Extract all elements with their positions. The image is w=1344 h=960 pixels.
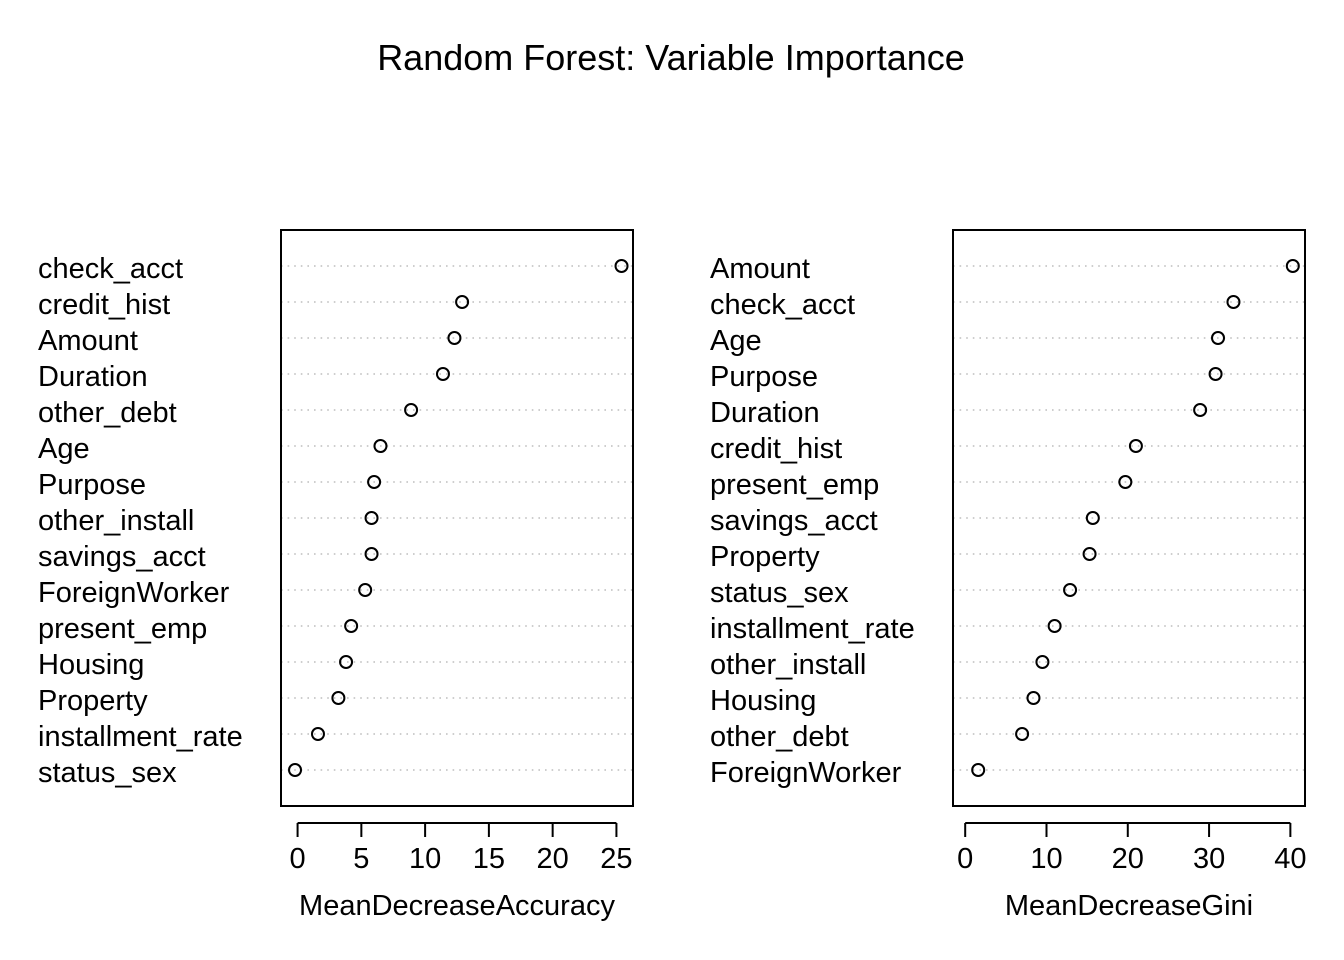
data-point [1208, 367, 1223, 381]
data-point [310, 727, 325, 741]
category-label: check_acct [710, 289, 855, 321]
panel-2: Amount check_acct Age Purpose Duration credit… [710, 229, 1307, 922]
data-point [1082, 547, 1097, 561]
category-label: installment_rate [38, 721, 243, 753]
data-point [455, 295, 470, 309]
x-tick-label: 10 [1030, 843, 1062, 875]
data-point [1118, 475, 1133, 489]
data-point [1211, 331, 1226, 345]
category-label: Amount [38, 325, 138, 357]
x-axis-title: MeanDecreaseGini [1005, 890, 1253, 922]
x-tick-label: 25 [600, 843, 632, 875]
category-label: savings_acct [38, 541, 206, 573]
data-point [1226, 295, 1241, 309]
figure-title: Random Forest: Variable Importance [377, 37, 965, 78]
category-label: present_emp [38, 613, 207, 645]
data-point [344, 619, 359, 633]
data-point [1193, 403, 1208, 417]
x-tick-label: 10 [409, 843, 441, 875]
category-label: Amount [710, 253, 810, 285]
category-label: savings_acct [710, 505, 878, 537]
category-label: Duration [710, 397, 820, 429]
data-point [404, 403, 419, 417]
x-tick-label: 0 [957, 843, 973, 875]
x-axis-title: MeanDecreaseAccuracy [299, 890, 615, 922]
category-label: Purpose [38, 469, 146, 501]
data-point [1085, 511, 1100, 525]
x-tick-label: 15 [473, 843, 505, 875]
category-label: Housing [710, 685, 816, 717]
data-point [364, 511, 379, 525]
category-label: check_acct [38, 253, 183, 285]
data-point [1047, 619, 1062, 633]
category-label: other_debt [710, 721, 849, 753]
category-label: ForeignWorker [38, 577, 230, 609]
data-point [364, 547, 379, 561]
category-label: other_install [38, 505, 194, 537]
data-point [367, 475, 382, 489]
x-tick-label: 5 [353, 843, 369, 875]
dotchart-panels: check_acct credit_hist Amount Duration other… [38, 229, 1307, 922]
plot-frame [280, 229, 634, 807]
category-label: Age [38, 433, 90, 465]
category-label: other_install [710, 649, 866, 681]
category-label: present_emp [710, 469, 879, 501]
category-label: Property [38, 685, 148, 717]
data-point [1015, 727, 1030, 741]
panel-1: check_acct credit_hist Amount Duration other… [38, 229, 634, 922]
data-point [1026, 691, 1041, 705]
category-label: Age [710, 325, 762, 357]
data-point [1128, 439, 1143, 453]
category-label: Duration [38, 361, 148, 393]
category-label: credit_hist [38, 289, 170, 321]
x-tick-label: 30 [1193, 843, 1225, 875]
category-label: status_sex [38, 757, 177, 789]
data-point [1035, 655, 1050, 669]
category-label: ForeignWorker [710, 757, 902, 789]
data-point [971, 763, 986, 777]
data-point [435, 367, 450, 381]
x-tick-label: 20 [537, 843, 569, 875]
plot-frame [952, 229, 1306, 807]
x-tick-label: 20 [1112, 843, 1144, 875]
category-label: Housing [38, 649, 144, 681]
data-point [1063, 583, 1078, 597]
category-label: installment_rate [710, 613, 915, 645]
category-label: other_debt [38, 397, 177, 429]
category-label: Property [710, 541, 820, 573]
data-point [1285, 259, 1300, 273]
category-label: credit_hist [710, 433, 842, 465]
x-tick-label: 0 [290, 843, 306, 875]
data-point [339, 655, 354, 669]
data-point [288, 763, 303, 777]
data-point [331, 691, 346, 705]
data-point [614, 259, 629, 273]
category-label: status_sex [710, 577, 849, 609]
data-point [358, 583, 373, 597]
data-point [373, 439, 388, 453]
category-label: Purpose [710, 361, 818, 393]
data-point [447, 331, 462, 345]
x-tick-label: 40 [1274, 843, 1306, 875]
